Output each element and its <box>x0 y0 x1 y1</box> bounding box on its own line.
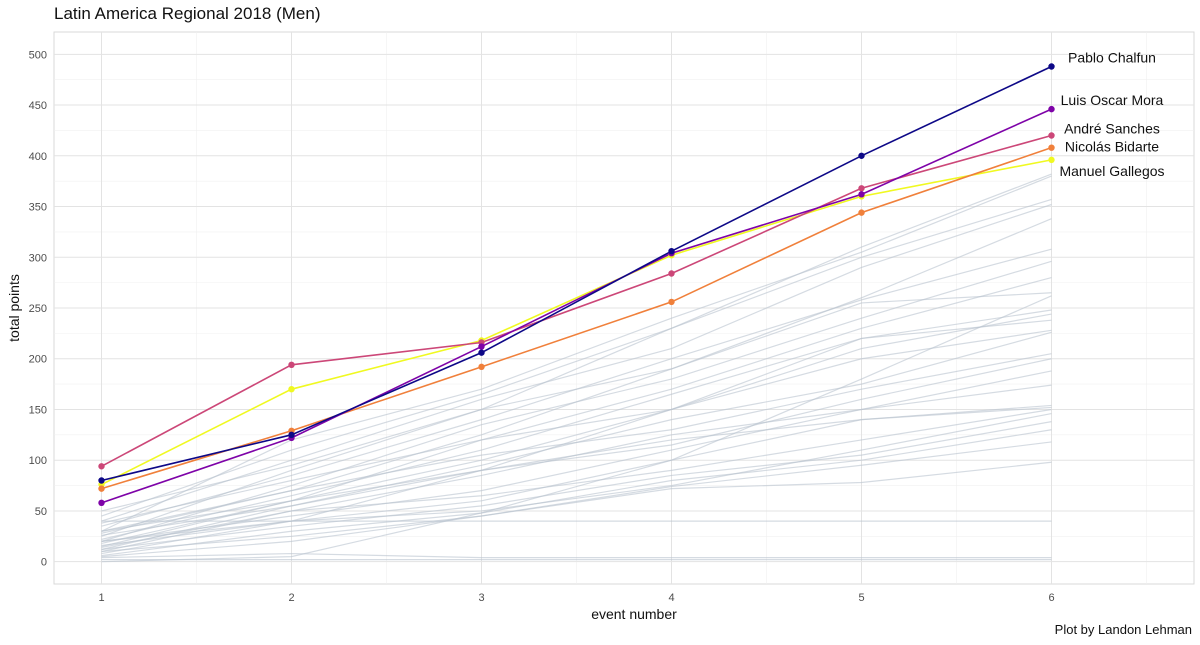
x-tick-label: 1 <box>98 592 104 604</box>
background-series-line <box>101 329 1052 548</box>
series-end-label: Luis Oscar Mora <box>1061 92 1164 108</box>
y-tick-label: 0 <box>41 557 47 569</box>
series-point <box>478 349 485 356</box>
y-tick-label: 350 <box>29 202 47 214</box>
series-point <box>1048 105 1055 113</box>
y-tick-label: 250 <box>29 303 47 315</box>
background-series-line <box>101 441 1052 553</box>
plot-caption: Plot by Landon Lehman <box>1054 622 1192 637</box>
series-end-label: Nicolás Bidarte <box>1065 139 1159 155</box>
series-point <box>668 270 675 277</box>
y-axis-title: total points <box>6 274 22 342</box>
series-line <box>101 65 1052 482</box>
series-point <box>1048 156 1055 164</box>
series-point <box>478 343 485 350</box>
background-series-line <box>101 248 1052 527</box>
series-point <box>478 363 485 371</box>
series-point <box>98 499 105 507</box>
background-series-line <box>101 353 1052 532</box>
series-line <box>101 146 1052 490</box>
series-point <box>858 209 865 216</box>
x-tick-labels: 1 2 3 4 5 6 <box>98 592 1054 604</box>
series-point <box>1048 63 1055 70</box>
series-point <box>288 431 295 439</box>
series-point <box>98 477 105 484</box>
y-tick-label: 150 <box>29 404 47 416</box>
series-point <box>668 247 675 255</box>
background-series-line <box>101 295 1052 563</box>
series-end-label: Pablo Chalfun <box>1068 50 1156 66</box>
background-series-line <box>101 319 1052 542</box>
background-series-line <box>101 552 1052 559</box>
end-labels-group: Pablo Chalfun Luis Oscar Mora André Sanche… <box>1059 50 1164 179</box>
background-series-line <box>101 408 1052 549</box>
y-tick-label: 200 <box>29 354 47 366</box>
background-series-line <box>101 406 1052 532</box>
x-axis-title: event number <box>591 606 677 622</box>
highlighted-series-group <box>98 63 1055 507</box>
series-point <box>288 361 295 369</box>
background-series-line <box>101 198 1052 517</box>
x-tick-label: 6 <box>1048 592 1054 604</box>
y-tick-label: 450 <box>29 100 47 112</box>
series-point <box>288 385 295 393</box>
y-tick-labels: 0 50 100 150 200 250 300 350 400 450 500 <box>29 49 47 568</box>
background-series-line <box>101 173 1052 537</box>
series-line <box>101 108 1052 504</box>
background-series-line <box>101 309 1052 540</box>
chart-title: Latin America Regional 2018 (Men) <box>54 4 321 23</box>
background-series-line <box>101 421 1052 551</box>
background-series-line <box>101 412 1052 555</box>
series-end-label: Manuel Gallegos <box>1059 163 1164 179</box>
series-point <box>98 463 105 470</box>
series-point <box>668 298 675 306</box>
y-tick-label: 300 <box>29 252 47 264</box>
series-point <box>858 152 865 159</box>
background-series-line <box>101 461 1052 558</box>
series-point <box>858 185 865 192</box>
x-tick-label: 4 <box>668 592 674 604</box>
background-series-group <box>101 173 1052 563</box>
x-tick-label: 2 <box>288 592 294 604</box>
series-point <box>1048 132 1055 139</box>
y-tick-label: 500 <box>29 49 47 61</box>
y-tick-label: 50 <box>35 506 47 518</box>
background-series-line <box>101 384 1052 542</box>
series-end-label: André Sanches <box>1064 121 1160 137</box>
background-series-line <box>101 175 1052 532</box>
series-point <box>1048 144 1055 151</box>
series-line <box>101 159 1052 486</box>
background-series-line <box>101 276 1052 524</box>
x-tick-label: 3 <box>478 592 484 604</box>
y-tick-label: 100 <box>29 455 47 467</box>
series-point <box>858 191 865 198</box>
background-series-line <box>101 203 1052 522</box>
y-tick-label: 400 <box>29 151 47 163</box>
background-series-line <box>101 429 1052 557</box>
series-point <box>98 485 105 492</box>
background-series-line <box>101 358 1052 536</box>
x-tick-label: 5 <box>858 592 864 604</box>
